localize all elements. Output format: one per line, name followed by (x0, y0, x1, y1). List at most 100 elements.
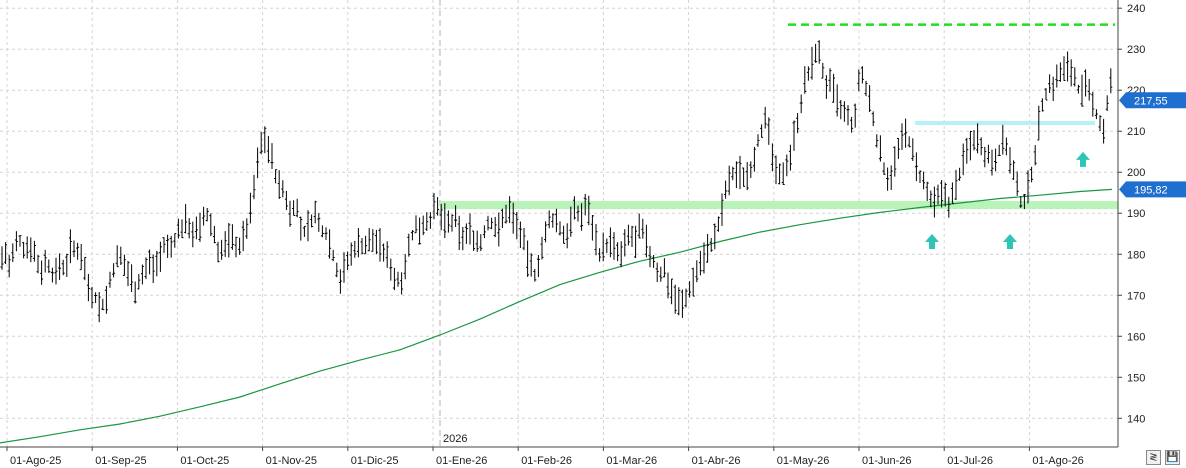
ohlc-bar (792, 120, 796, 151)
x-tick-label: 01-Feb-26 (521, 455, 572, 467)
ohlc-bar (518, 221, 522, 248)
ohlc-bar (497, 212, 501, 247)
ohlc-bar (446, 210, 450, 233)
ohlc-bar (774, 155, 778, 185)
ohlc-bar (410, 230, 414, 241)
ohlc-bar (752, 146, 756, 172)
ohlc-bar (263, 126, 267, 154)
ohlc-bar (144, 257, 148, 280)
ohlc-bar (436, 197, 440, 216)
ma-value-tag-bg (1119, 181, 1186, 198)
ohlc-bar (1048, 74, 1052, 94)
ohlc-bar (1091, 91, 1095, 117)
ohlc-bar (140, 264, 144, 285)
ohlc-bar (806, 66, 810, 81)
ohlc-bar (40, 260, 44, 285)
ohlc-bar (169, 235, 173, 258)
ohlc-bar (0, 246, 4, 270)
ohlc-bar (1001, 124, 1005, 155)
last-price-tag-bg (1119, 92, 1186, 109)
ohlc-bar (500, 208, 504, 228)
ohlc-bar (803, 66, 807, 94)
ohlc-bar (886, 167, 890, 191)
ohlc-bar (724, 180, 728, 199)
ohlc-bar (979, 137, 983, 156)
ohlc-bar (655, 262, 659, 283)
ohlc-bar (306, 210, 310, 242)
ohlc-bar (227, 222, 231, 258)
ohlc-bar (742, 167, 746, 187)
ohlc-bar (824, 75, 828, 99)
ohlc-bar (1066, 51, 1070, 82)
ohlc-bar (857, 69, 861, 92)
ohlc-bar (965, 137, 969, 164)
x-tick-label: 01-Jun-26 (862, 455, 912, 467)
ohlc-bar (299, 216, 303, 241)
ohlc-bar (727, 165, 731, 196)
ohlc-bar (47, 259, 51, 273)
y-tick-label: 200 (1127, 167, 1145, 179)
ohlc-bar (619, 241, 623, 268)
ohlc-bar (904, 118, 908, 148)
ohlc-bar (187, 218, 191, 239)
ohlc-bar (778, 163, 782, 185)
ohlc-bar (878, 135, 882, 162)
up-arrow-icon (1003, 233, 1017, 249)
ohlc-bar (346, 251, 350, 271)
ohlc-bar (101, 298, 105, 311)
ohlc-bar (986, 144, 990, 164)
ohlc-bar (58, 253, 62, 280)
ohlc-bar (626, 224, 630, 246)
ohlc-bar (990, 149, 994, 176)
resize-icon[interactable]: ≷ (1146, 450, 1161, 465)
y-tick-label: 230 (1127, 44, 1145, 56)
ohlc-bar (504, 204, 508, 224)
ohlc-bar (1022, 194, 1026, 210)
ohlc-bar (515, 212, 519, 240)
ohlc-bar (266, 135, 270, 163)
save-icon[interactable]: 💾 (1165, 450, 1180, 465)
ohlc-bar (688, 281, 692, 298)
ohlc-bar (151, 254, 155, 284)
ohlc-bar (90, 286, 94, 309)
ohlc-bar (1073, 67, 1077, 87)
ohlc-bar (713, 223, 717, 250)
ohlc-bar (673, 284, 677, 314)
ohlc-bar (65, 253, 69, 277)
ohlc-bar (976, 123, 980, 154)
y-tick-label: 150 (1127, 372, 1145, 384)
ohlc-bar (1030, 166, 1034, 183)
ohlc-bar (835, 84, 839, 117)
ohlc-bar (630, 225, 634, 248)
ohlc-bar (850, 116, 854, 133)
ohlc-bar (292, 200, 296, 216)
ohlc-bar (86, 273, 90, 302)
ohlc-bar (832, 73, 836, 103)
ohlc-bar (1087, 78, 1091, 101)
ohlc-bar (760, 124, 764, 138)
ohlc-bar (781, 162, 785, 186)
ohlc-bar (428, 212, 432, 229)
ohlc-bar (526, 240, 530, 277)
y-tick-label: 160 (1127, 331, 1145, 343)
ohlc-bar (652, 255, 656, 268)
ohlc-bar (148, 249, 152, 275)
ohlc-bar (277, 170, 281, 199)
ohlc-bar (119, 246, 123, 266)
ohlc-bar (364, 235, 368, 255)
ohlc-bar (252, 174, 256, 200)
ohlc-bar (587, 195, 591, 226)
ohlc-bar (490, 217, 494, 230)
ohlc-bar (817, 40, 821, 64)
ohlc-bar (198, 212, 202, 242)
ohlc-bar (29, 237, 33, 263)
x-tick-label: 01-Dic-25 (351, 455, 399, 467)
ohlc-bar (274, 169, 278, 184)
ohlc-bar (763, 106, 767, 129)
ohlc-bar (313, 200, 317, 224)
ohlc-bar (731, 166, 735, 181)
ohlc-bar (133, 281, 137, 304)
ohlc-bar (860, 66, 864, 84)
ohlc-bar (382, 243, 386, 262)
